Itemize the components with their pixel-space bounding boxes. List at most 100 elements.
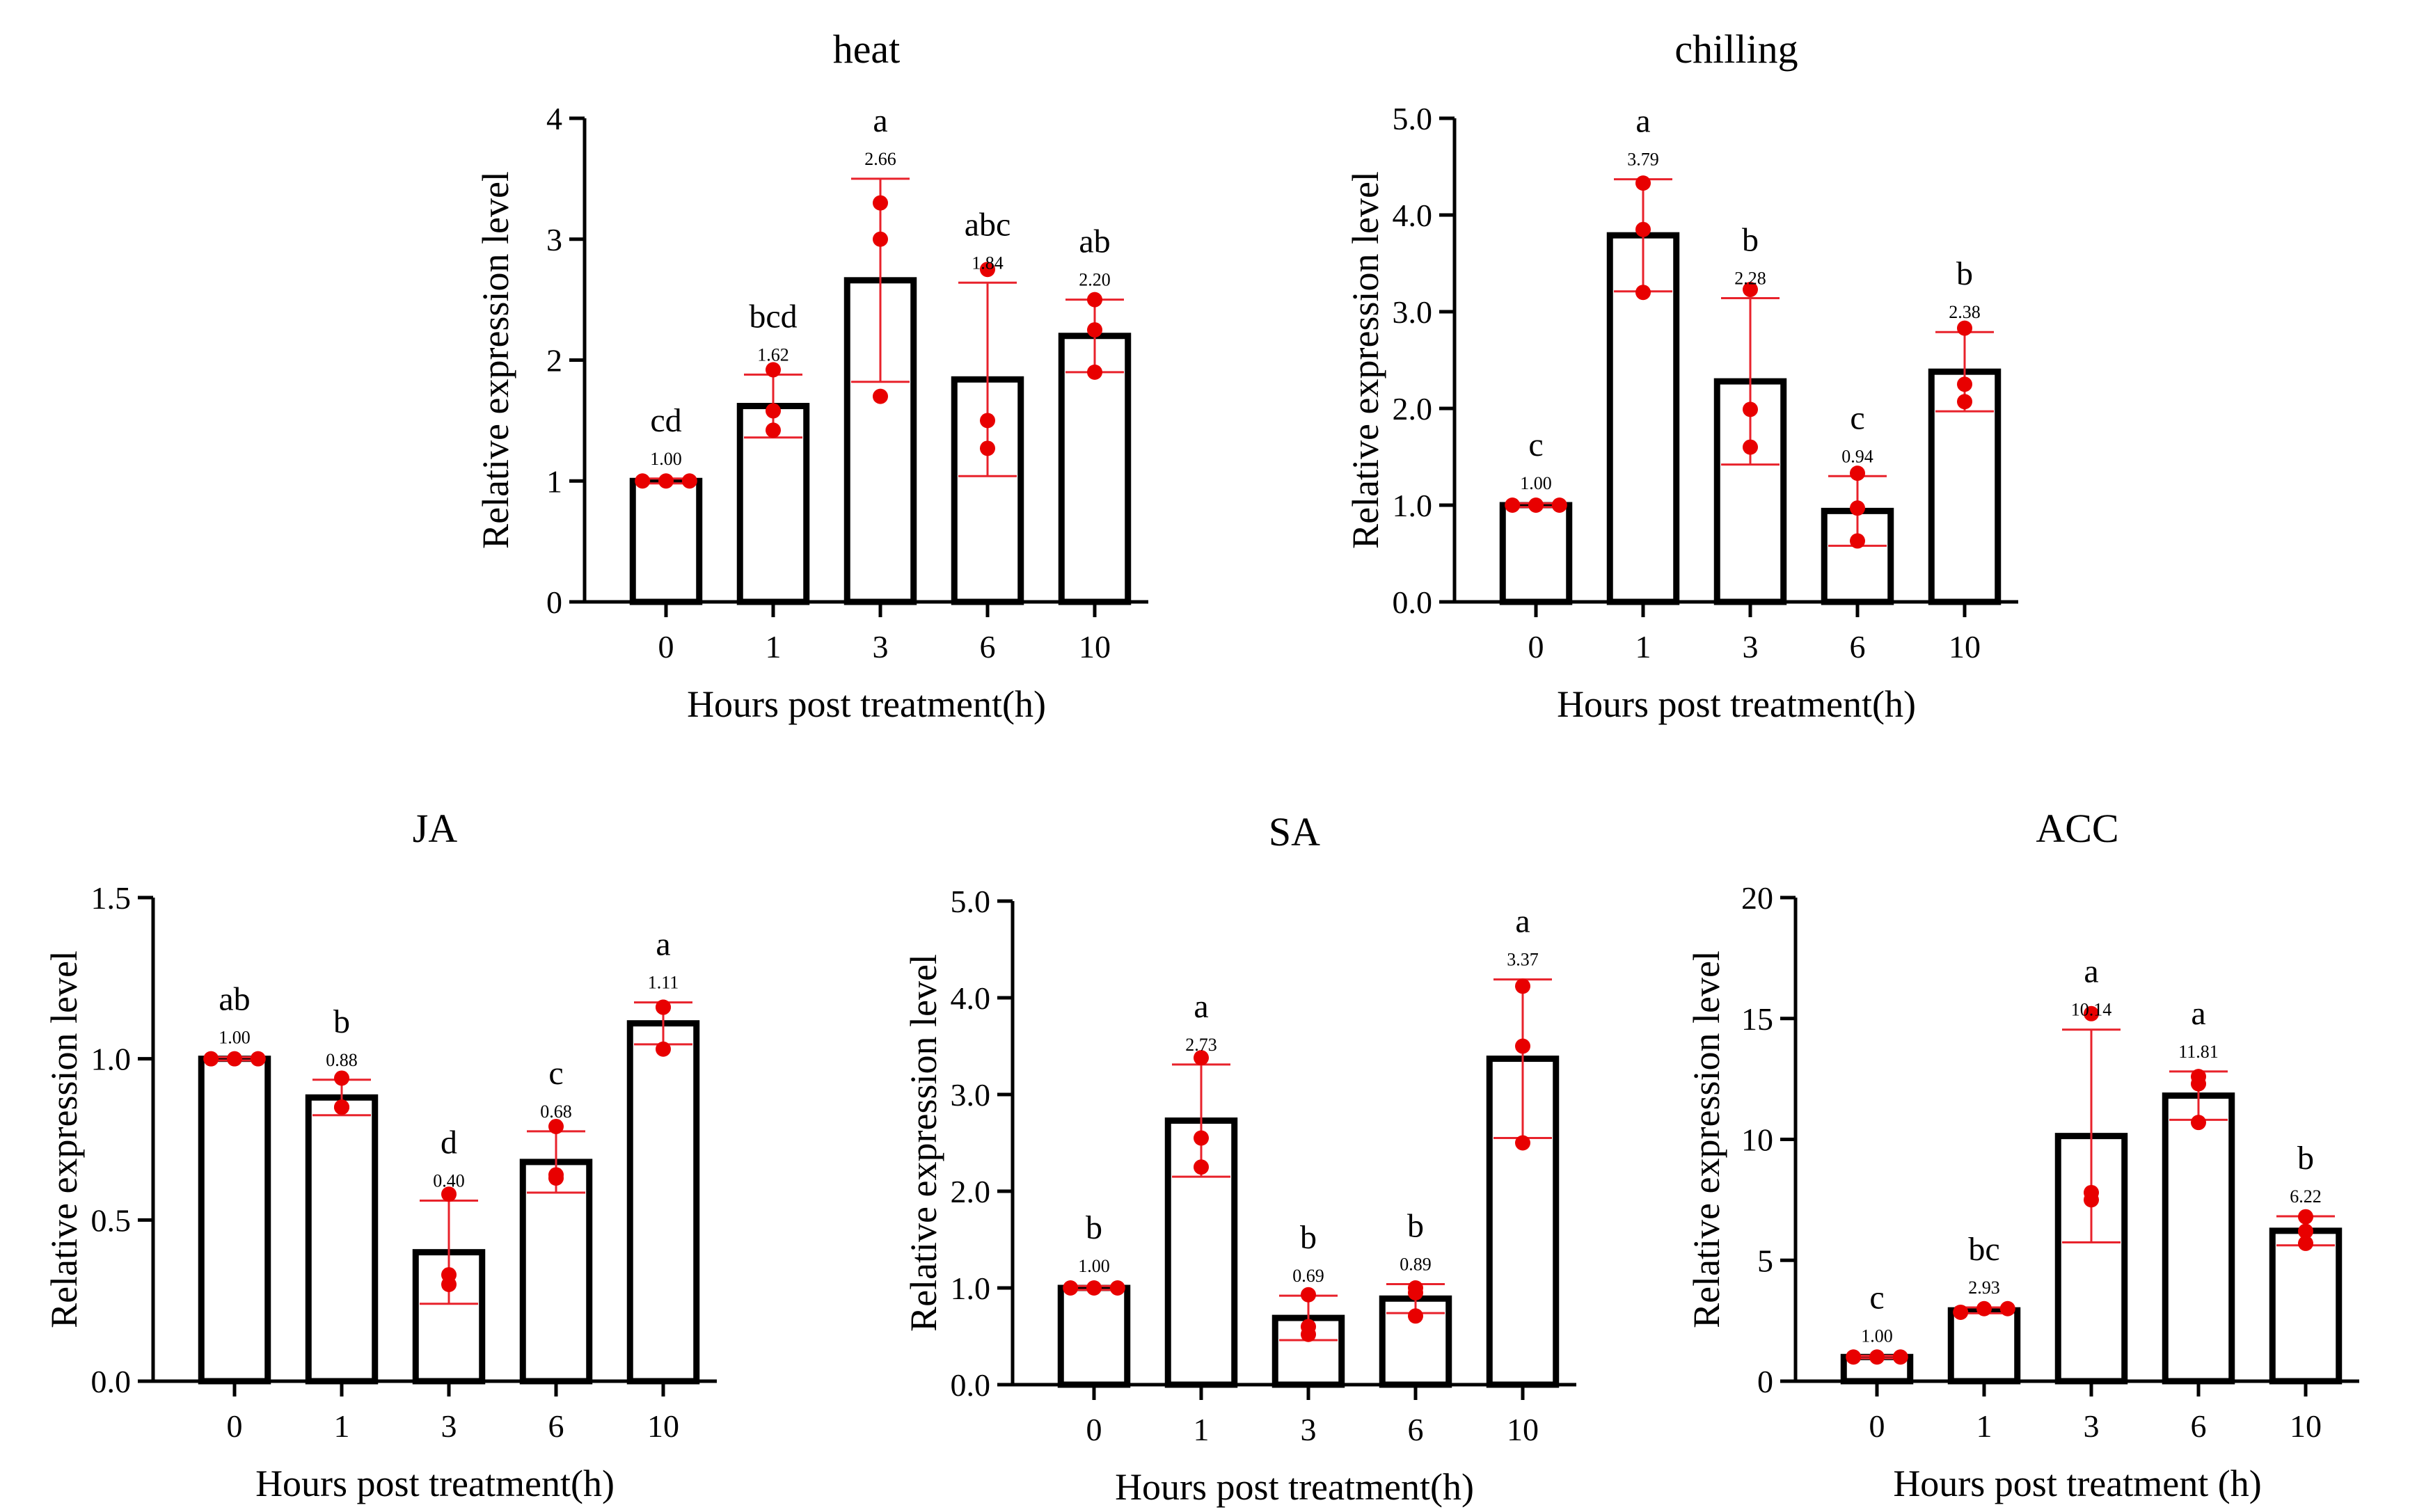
bar — [1947, 1307, 2021, 1385]
bar — [843, 277, 917, 605]
value-label: 3.79 — [1627, 150, 1659, 170]
bar — [2054, 1133, 2128, 1385]
value-label: 1.11 — [648, 973, 679, 993]
y-tick-label: 3.0 — [951, 1077, 991, 1113]
y-tick-label: 10 — [1741, 1122, 1773, 1158]
bar — [1499, 502, 1573, 605]
significance-letter: a — [873, 102, 887, 139]
value-label: 2.66 — [864, 149, 896, 169]
bar — [1928, 368, 2002, 605]
x-tick-label: 3 — [2084, 1408, 2100, 1444]
bar — [1713, 378, 1787, 605]
x-tick-label: 0 — [658, 629, 674, 665]
data-point — [2191, 1115, 2206, 1131]
value-label: 1.00 — [1861, 1326, 1893, 1346]
significance-letter: b — [333, 1003, 350, 1040]
bar — [198, 1056, 271, 1385]
value-label: 11.81 — [2178, 1042, 2219, 1062]
data-point — [681, 473, 697, 489]
x-tick-label: 6 — [1850, 629, 1866, 665]
data-point — [1109, 1280, 1125, 1296]
value-label: 1.00 — [650, 449, 682, 469]
data-point — [656, 999, 671, 1015]
data-point — [2191, 1069, 2206, 1085]
x-tick-label: 3 — [1301, 1412, 1317, 1447]
y-tick-label: 1.0 — [1393, 488, 1433, 523]
data-point — [441, 1277, 457, 1292]
y-tick-label: 4.0 — [1393, 198, 1433, 233]
x-tick-label: 10 — [647, 1408, 679, 1444]
bar — [1057, 1284, 1131, 1388]
x-tick-label: 0 — [1528, 629, 1544, 665]
data-point — [548, 1118, 564, 1134]
y-tick-label: 15 — [1741, 1001, 1773, 1037]
y-tick-label: 2.0 — [951, 1174, 991, 1209]
data-point — [873, 388, 888, 404]
data-point — [1635, 175, 1651, 191]
value-label: 1.62 — [757, 344, 789, 365]
y-tick-label: 1.0 — [91, 1042, 132, 1077]
bar — [305, 1094, 379, 1385]
x-tick-label: 0 — [227, 1408, 243, 1444]
data-point — [2191, 1076, 2206, 1092]
y-tick-label: 0.0 — [91, 1364, 132, 1399]
x-tick-label: 10 — [1079, 629, 1111, 665]
x-tick-label: 3 — [873, 629, 889, 665]
data-point — [250, 1051, 266, 1067]
x-tick-label: 1 — [1635, 629, 1651, 665]
bar — [412, 1249, 486, 1385]
value-label: 2.20 — [1079, 270, 1111, 290]
x-tick-label: 10 — [1507, 1412, 1539, 1447]
value-label: 3.37 — [1507, 950, 1539, 970]
y-tick-label: 1.0 — [951, 1271, 991, 1306]
data-point — [1194, 1159, 1209, 1175]
x-tick-label: 0 — [1086, 1412, 1102, 1447]
data-point — [658, 473, 674, 489]
data-point — [1515, 978, 1530, 994]
value-label: 0.68 — [540, 1101, 572, 1122]
data-point — [980, 262, 995, 278]
data-point — [1515, 1038, 1530, 1054]
data-point — [1301, 1287, 1316, 1303]
bar — [1271, 1314, 1345, 1388]
data-point — [334, 1070, 349, 1086]
data-point — [656, 1041, 671, 1057]
value-label: 1.00 — [219, 1027, 251, 1047]
significance-letter: d — [441, 1124, 457, 1161]
significance-letter: a — [2191, 995, 2205, 1032]
x-axis-label: Hours post treatment(h) — [255, 1463, 615, 1504]
value-label: 1.00 — [1520, 473, 1552, 493]
bar — [2269, 1227, 2343, 1385]
x-tick-label: 1 — [1976, 1408, 1992, 1444]
x-axis-label: Hours post treatment(h) — [1557, 683, 1916, 725]
significance-letter: a — [656, 926, 670, 963]
y-tick-label: 3.0 — [1393, 294, 1433, 330]
significance-letter: a — [1194, 988, 1208, 1025]
data-point — [2084, 1192, 2099, 1208]
data-point — [1515, 1135, 1530, 1151]
y-axis-label: Relative expression level — [1686, 950, 1727, 1328]
data-point — [766, 403, 781, 419]
value-label: 10.14 — [2071, 1000, 2112, 1020]
value-label: 0.69 — [1292, 1266, 1324, 1286]
data-point — [227, 1051, 242, 1067]
value-label: 2.93 — [1968, 1278, 2000, 1298]
data-point — [1635, 285, 1651, 301]
x-axis-label: Hours post treatment(h) — [1115, 1466, 1474, 1508]
y-tick-label: 2 — [546, 343, 562, 379]
data-point — [1846, 1349, 1862, 1365]
data-point — [1505, 498, 1521, 513]
y-tick-label: 4 — [546, 101, 562, 136]
significance-letter: c — [548, 1055, 563, 1092]
y-tick-label: 4.0 — [951, 980, 991, 1016]
data-point — [1892, 1349, 1908, 1365]
value-label: 6.22 — [2290, 1186, 2322, 1207]
data-point — [2084, 1005, 2099, 1021]
data-point — [1953, 1304, 1969, 1320]
data-point — [1635, 221, 1651, 237]
value-label: 2.73 — [1185, 1035, 1217, 1055]
data-point — [441, 1186, 457, 1202]
chart-title: chilling — [1674, 26, 1798, 72]
